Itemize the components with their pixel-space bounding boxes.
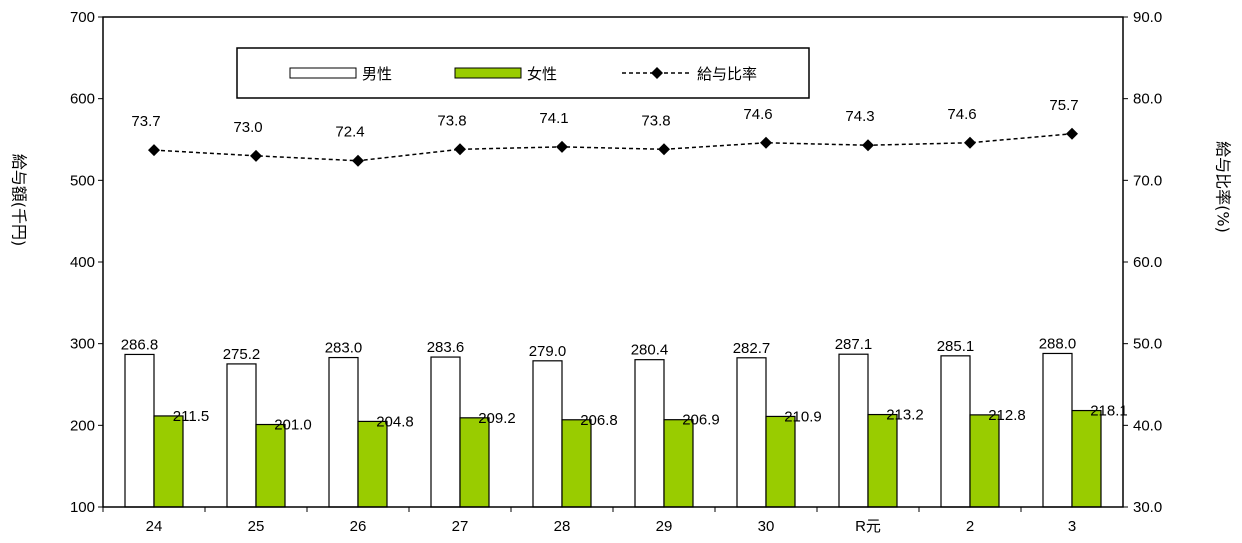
ratio-marker-29: [658, 143, 670, 156]
right-tick-label-70.0: 70.0: [1133, 172, 1162, 189]
data-label-male-24: 286.8: [121, 336, 159, 353]
bar-male-2: [940, 355, 971, 508]
left-tick-label-400: 400: [70, 254, 95, 271]
legend-swatch-female: [454, 67, 522, 79]
data-label-female-3: 218.1: [1090, 403, 1128, 420]
data-label-ratio-3: 75.7: [1049, 97, 1078, 114]
bar-female-28: [561, 419, 592, 508]
data-label-male-29: 280.4: [631, 342, 669, 359]
x-tick-label-24: 24: [146, 518, 163, 535]
bars-layer: 286.8 211.5 275.2 201.0 283.0 204.8 283.6 209.2…: [121, 335, 1128, 508]
legend-marker-ratio: [651, 67, 663, 79]
legend-label-ratio: 給与比率: [697, 65, 757, 83]
data-label-female-R元: 213.2: [886, 407, 924, 424]
data-label-male-28: 279.0: [529, 343, 567, 360]
x-tick-label-R元: R元: [855, 518, 881, 535]
data-label-ratio-27: 73.8: [437, 112, 466, 129]
data-label-ratio-R元: 74.3: [845, 108, 874, 125]
data-label-female-26: 204.8: [376, 413, 414, 430]
data-label-female-28: 206.8: [580, 412, 618, 429]
ratio-marker-30: [760, 136, 772, 149]
data-label-female-29: 206.9: [682, 412, 720, 429]
legend-label-male: 男性: [362, 65, 392, 83]
bar-male-3: [1042, 352, 1073, 508]
right-tick-label-80.0: 80.0: [1133, 91, 1162, 108]
ratio-line: [153, 133, 1073, 162]
data-label-male-R元: 287.1: [835, 336, 873, 353]
left-tick-label-600: 600: [70, 91, 95, 108]
right-tick-label-30.0: 30.0: [1133, 499, 1162, 516]
x-tick-label-2: 2: [966, 518, 974, 535]
ratio-marker-28: [556, 140, 568, 153]
data-label-ratio-2: 74.6: [947, 106, 976, 123]
bar-female-29: [663, 419, 694, 508]
legend: 男性 女性 給与比率: [236, 47, 810, 99]
data-label-male-26: 283.0: [325, 340, 363, 357]
ratio-marker-27: [454, 143, 466, 156]
x-tick-label-25: 25: [248, 518, 265, 535]
x-tick-label-30: 30: [758, 518, 775, 535]
ratio-marker-26: [352, 154, 364, 167]
bar-male-29: [634, 359, 665, 508]
ratio-marker-24: [148, 144, 160, 157]
bar-female-2: [969, 414, 1000, 508]
data-label-female-25: 201.0: [274, 417, 312, 434]
bar-female-25: [255, 423, 286, 508]
data-label-ratio-26: 72.4: [335, 124, 364, 141]
right-tick-label-40.0: 40.0: [1133, 417, 1162, 434]
bar-male-30: [736, 357, 767, 508]
left-tick-label-700: 700: [70, 9, 95, 26]
ratio-marker-25: [250, 149, 262, 162]
bar-male-R元: [838, 353, 869, 508]
data-label-male-27: 283.6: [427, 339, 465, 356]
legend-label-female: 女性: [527, 65, 557, 83]
data-label-ratio-29: 73.8: [641, 112, 670, 129]
data-label-male-2: 285.1: [937, 338, 975, 355]
x-tick-label-29: 29: [656, 518, 673, 535]
bar-male-27: [430, 356, 461, 508]
bar-female-24: [153, 415, 184, 508]
x-tick-label-27: 27: [452, 518, 469, 535]
left-tick-label-500: 500: [70, 172, 95, 189]
x-tick-label-26: 26: [350, 518, 367, 535]
data-label-female-30: 210.9: [784, 408, 822, 425]
bar-female-3: [1071, 409, 1102, 508]
ratio-marker-3: [1066, 127, 1078, 140]
ratio-marker-R元: [862, 139, 874, 152]
left-tick-label-100: 100: [70, 499, 95, 516]
right-axis-title: 給与比率(%): [1214, 141, 1233, 233]
bar-male-25: [226, 363, 257, 508]
left-tick-label-300: 300: [70, 336, 95, 353]
axes-layer: 24 25 26 27 28 29 30 R元 2 3 100 200 300 400 500 600 700 3…: [70, 9, 1162, 535]
data-label-male-30: 282.7: [733, 340, 771, 357]
left-axis-title: 給与額(千円): [10, 154, 29, 247]
bar-male-28: [532, 360, 563, 508]
ratio-line-layer: 73.7 73.0 72.4 73.8 74.1 73.8 74.6 74.3 74.6 75.7: [131, 97, 1079, 167]
right-tick-label-50.0: 50.0: [1133, 336, 1162, 353]
data-label-ratio-28: 74.1: [539, 110, 568, 127]
bar-female-27: [459, 417, 490, 508]
right-tick-label-60.0: 60.0: [1133, 254, 1162, 271]
x-tick-label-3: 3: [1068, 518, 1076, 535]
legend-swatch-male: [289, 67, 357, 79]
bar-male-24: [124, 353, 155, 508]
data-label-ratio-24: 73.7: [131, 113, 160, 130]
data-label-female-24: 211.5: [173, 408, 209, 425]
data-label-female-2: 212.8: [988, 407, 1026, 424]
ratio-marker-2: [964, 136, 976, 149]
bar-female-26: [357, 420, 388, 508]
x-tick-label-28: 28: [554, 518, 571, 535]
data-label-male-25: 275.2: [223, 346, 261, 363]
data-label-ratio-30: 74.6: [743, 106, 772, 123]
data-label-ratio-25: 73.0: [233, 119, 262, 136]
bar-male-26: [328, 356, 359, 508]
right-tick-label-90.0: 90.0: [1133, 9, 1162, 26]
bar-female-30: [765, 415, 796, 508]
data-label-male-3: 288.0: [1039, 335, 1077, 352]
left-tick-label-200: 200: [70, 417, 95, 434]
data-label-female-27: 209.2: [478, 410, 516, 427]
bar-female-R元: [867, 413, 898, 508]
